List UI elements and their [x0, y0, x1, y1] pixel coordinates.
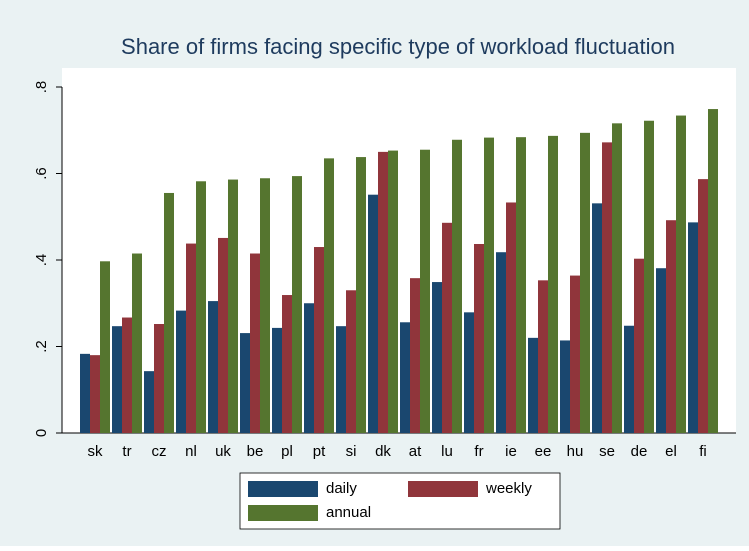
- legend-label: weekly: [485, 480, 532, 497]
- x-tick-label: pl: [281, 443, 293, 460]
- legend-swatch: [248, 505, 318, 521]
- x-tick-label: ie: [505, 443, 517, 460]
- bar: [708, 109, 718, 434]
- bar: [356, 157, 366, 433]
- y-tick-label: .6: [33, 167, 50, 180]
- bar: [218, 237, 228, 433]
- bar: [122, 317, 132, 433]
- bar: [560, 340, 570, 433]
- x-tick-label: si: [346, 443, 357, 460]
- legend-swatch: [248, 481, 318, 497]
- x-tick-label: lu: [441, 443, 453, 460]
- x-tick-label: pt: [313, 443, 326, 460]
- bar: [432, 282, 442, 433]
- bar: [656, 268, 666, 433]
- bar: [378, 151, 388, 433]
- bar: [336, 326, 346, 433]
- bar: [698, 179, 708, 433]
- y-tick-label: .8: [33, 81, 50, 94]
- x-tick-label: be: [247, 443, 264, 460]
- bar: [368, 194, 378, 433]
- bar: [634, 258, 644, 433]
- bar: [400, 322, 410, 433]
- bar: [80, 353, 90, 433]
- bar: [612, 123, 622, 433]
- bar: [420, 149, 430, 433]
- x-tick-label: el: [665, 443, 677, 460]
- bar: [282, 295, 292, 433]
- bar: [90, 355, 100, 433]
- x-tick-label: ee: [535, 443, 552, 460]
- bar: [452, 139, 462, 433]
- bar: [260, 178, 270, 433]
- bar: [292, 176, 302, 433]
- x-tick-label: nl: [185, 443, 197, 460]
- x-tick-label: de: [631, 443, 648, 460]
- bar: [602, 142, 612, 434]
- bar: [346, 290, 356, 433]
- bar: [196, 181, 206, 433]
- bar: [506, 202, 516, 433]
- bar: [314, 247, 324, 433]
- bar: [100, 261, 110, 433]
- bar: [528, 337, 538, 433]
- plot-area: [62, 68, 736, 433]
- bar: [570, 275, 580, 433]
- x-tick-label: cz: [152, 443, 167, 460]
- bar: [410, 278, 420, 433]
- bar: [240, 333, 250, 433]
- x-tick-label: uk: [215, 443, 231, 460]
- bar: [388, 150, 398, 433]
- bar: [208, 301, 218, 433]
- bar: [592, 203, 602, 433]
- bar: [176, 310, 186, 433]
- bar: [112, 326, 122, 433]
- bar: [272, 327, 282, 433]
- bar: [304, 303, 314, 433]
- x-tick-label: fi: [699, 443, 707, 460]
- bar: [688, 222, 698, 433]
- bar: [580, 132, 590, 433]
- legend-label: daily: [326, 480, 357, 497]
- bar: [676, 115, 686, 434]
- bar: [250, 253, 260, 433]
- bar: [228, 179, 238, 433]
- bar: [644, 120, 654, 434]
- x-tick-label: se: [599, 443, 615, 460]
- bar: [154, 324, 164, 433]
- bar: [496, 252, 506, 433]
- bar: [474, 243, 484, 433]
- y-tick-label: .4: [33, 254, 50, 267]
- bar: [484, 137, 494, 434]
- bar: [164, 192, 174, 433]
- x-tick-label: at: [409, 443, 422, 460]
- x-tick-label: dk: [375, 443, 391, 460]
- x-tick-label: fr: [474, 443, 483, 460]
- chart-title: Share of firms facing specific type of w…: [121, 34, 675, 59]
- x-tick-label: hu: [567, 443, 584, 460]
- bar: [132, 253, 142, 433]
- legend-label: annual: [326, 504, 371, 521]
- bar: [666, 220, 676, 433]
- bar: [324, 158, 334, 434]
- y-tick-label: 0: [33, 429, 50, 437]
- y-tick-label: .2: [33, 340, 50, 353]
- bar: [624, 325, 634, 433]
- x-tick-label: sk: [88, 443, 104, 460]
- bar: [516, 137, 526, 434]
- bar: [538, 280, 548, 433]
- bar: [442, 222, 452, 433]
- legend-swatch: [408, 481, 478, 497]
- x-tick-label: tr: [122, 443, 131, 460]
- bar: [464, 312, 474, 433]
- bar: [548, 135, 558, 433]
- bar: [144, 371, 154, 433]
- bar: [186, 243, 196, 433]
